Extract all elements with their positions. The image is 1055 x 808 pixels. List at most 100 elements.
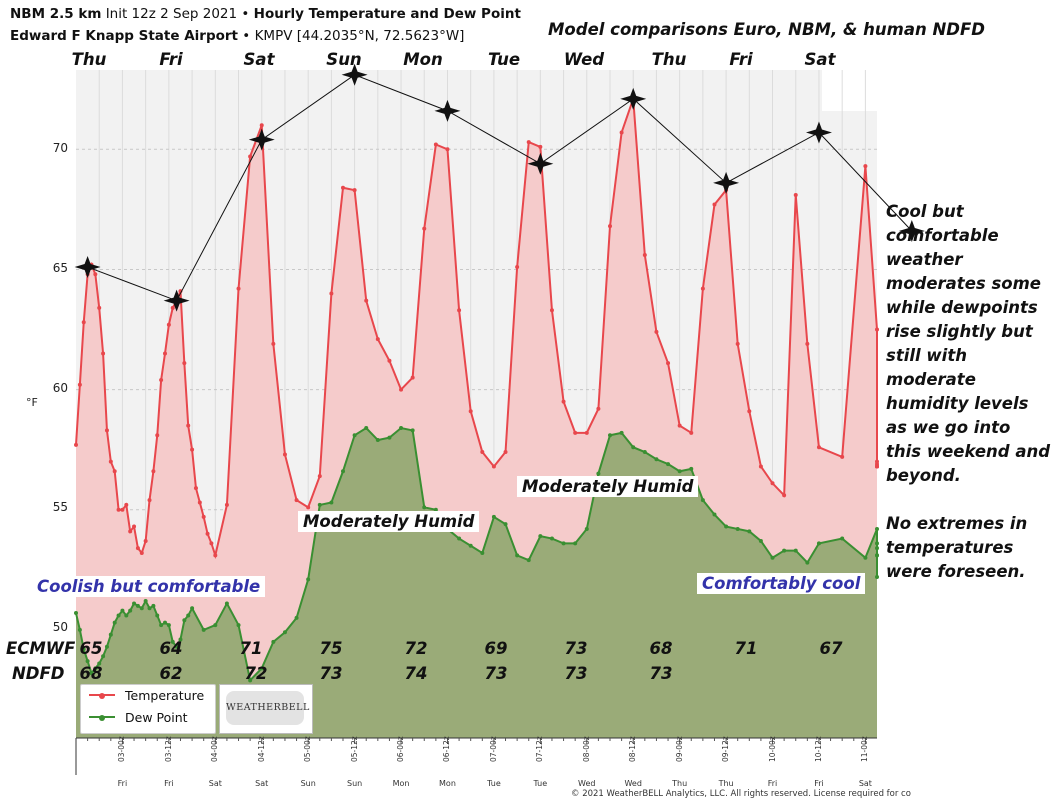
ecmwf-value: 68 [649,639,673,658]
dew-point-point [170,639,175,644]
x-tick-label: 10-00z [767,736,777,762]
temperature-point [77,382,82,387]
dew-point-point [619,430,624,435]
notes-paragraph: Cool but comfortable weather moderates s… [886,202,1051,485]
dew-point-point [631,445,636,450]
dew-point-point [182,618,187,623]
dew-point-point [491,514,496,519]
forecast-notes: Cool but comfortable weather moderates s… [886,200,1051,584]
chart-title: Hourly Temperature and Dew Point [253,6,521,22]
temperature-point [128,529,133,534]
dew-point-point [724,524,729,529]
dew-point-point [538,534,543,539]
x-day-label: Sat [255,779,269,788]
annotation-moderately-humid: Moderately Humid [517,476,699,497]
dew-point-point [108,632,113,637]
x-tick-label: 03-12z [163,736,173,762]
dew-point-point [186,613,191,618]
dew-point-point [410,428,415,433]
x-day-label: Fri [814,779,824,788]
dew-point-point [147,606,152,611]
temperature-point [329,291,334,296]
dew-point-point [89,671,94,676]
temperature-point [491,464,496,469]
x-day-label: Tue [487,779,501,788]
ecmwf-value: 75 [319,639,343,658]
ndfd-value: 73 [649,664,673,683]
ecmwf-max-marker [898,219,925,242]
ecmwf-value: 71 [734,639,758,658]
temperature-point [124,502,129,507]
dew-point-point [178,637,183,642]
temperature-point [782,493,787,498]
x-tick-label: 05-00z [303,736,313,762]
dew-point-point [399,426,404,431]
x-tick-label: 08-12z [628,736,638,762]
day-label: Tue [487,50,521,69]
temperature-point [201,514,206,519]
day-label: Mon [403,50,443,69]
x-day-label: Thu [718,779,734,788]
day-label: Sat [804,50,836,69]
dew-point-point [329,500,334,505]
temperature-point [155,433,160,438]
dew-point-point [124,613,129,618]
dew-point-point [549,536,554,541]
ecmwf-max-marker [805,121,832,144]
dew-point-point [116,613,121,618]
temperature-point [317,474,322,479]
dew-point-point [282,630,287,635]
dew-point-point [712,512,717,517]
dew-point-point [666,462,671,467]
dew-point-points [74,426,879,683]
temperature-point [306,505,311,510]
dew-point-point [236,623,241,628]
temperature-point [193,486,198,491]
dew-point-point [642,450,647,455]
x-tick-label: 05-12z [349,736,359,762]
x-day-label: Fri [164,779,174,788]
temperature-point [116,507,121,512]
header-separator: • [241,6,250,22]
ecmwf-max-markers [74,63,925,312]
day-label: Wed [563,50,605,69]
dew-point-point [139,606,144,611]
dew-point-area [76,428,877,738]
temperature-point [112,469,117,474]
x-day-label: Sat [858,779,872,788]
x-day-label: Sun [300,779,316,788]
ndfd-value: 72 [244,664,268,683]
dew-point-point [805,560,810,565]
dew-point-point [135,603,140,608]
dew-point-point [213,623,218,628]
temperature-point [271,341,276,346]
dew-point-point [515,553,520,558]
x-day-label: Thu [672,779,688,788]
dew-point-point [677,469,682,474]
temperature-point [190,447,195,452]
x-tick-label: 06-00z [396,736,406,762]
temperature-point [81,320,86,325]
temperature-point [480,450,485,455]
x-day-label: Sat [208,779,222,788]
dew-point-point [128,608,133,613]
x-day-label: Tue [533,779,548,788]
notes-paragraph: No extremes in temperatures were foresee… [886,514,1028,581]
dew-point-point [159,623,164,628]
temperature-point [236,286,241,291]
temperature-point [816,445,821,450]
x-tick-label: 09-00z [674,736,684,762]
legend-label: Temperature [125,688,205,703]
legend-dot [99,693,105,699]
ndfd-value: 62 [159,664,183,683]
temperature-point [875,464,879,469]
temperature-point [700,286,705,291]
temperature-point [387,358,392,363]
station-name: Edward F Knapp State Airport [10,28,238,44]
dew-point-point [294,615,299,620]
dew-point-point [468,543,473,548]
dew-point-point [120,608,125,613]
dew-point-point [526,558,531,563]
ecmwf-max-marker [620,87,647,110]
temperature-point [584,430,589,435]
